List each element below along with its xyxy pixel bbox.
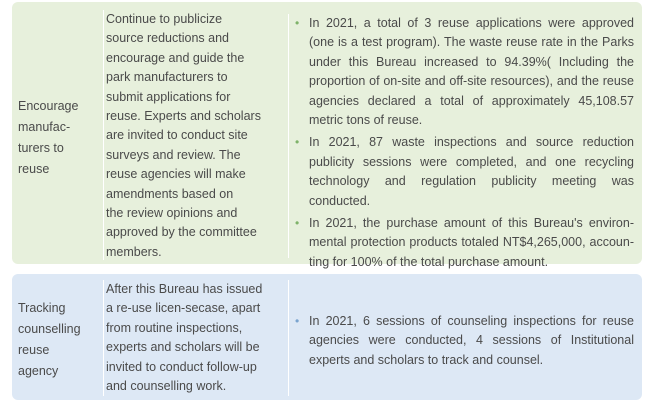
result-item: • In 2021, 87 waste inspections and sour… (289, 133, 634, 211)
description-line: experts and scholars will be (106, 340, 260, 355)
result-text: In 2021, a total of 3 reuse applications… (309, 16, 634, 128)
description-line: from routine inspections, (106, 320, 243, 335)
row-description: Continue to publicize source reductions … (103, 10, 282, 260)
description-line: encourage and guide the (106, 50, 245, 65)
description-line: and counselling work. (106, 379, 227, 394)
description-line: a re-use licen-secase, apart (106, 301, 261, 316)
description-line: amendments based on (106, 186, 234, 201)
description-line: are invited to conduct site (106, 128, 248, 143)
description-line: members. (106, 244, 162, 259)
row-description: After this Bureau has issued a re-use li… (103, 280, 282, 396)
result-text: In 2021, 87 waste inspections and source… (309, 135, 634, 208)
description-line: reuse. Experts and scholars (106, 109, 261, 124)
table-row-encourage-reuse: Encourage manufac- turers to reuse Conti… (12, 2, 642, 269)
description-line: park manufacturers to (106, 70, 228, 85)
description-line: invited to conduct follow-up (106, 359, 257, 374)
table-row-tracking-counselling: Tracking counselling reuse agency After … (12, 274, 642, 400)
label-line: agency (18, 364, 59, 378)
description-line: reuse agencies will make (106, 167, 246, 182)
bullet-dot-icon: • (295, 216, 300, 231)
label-line: manufac- (18, 120, 71, 134)
bullet-dot-icon: • (295, 314, 300, 328)
result-item: • In 2021, a total of 3 reuse applicatio… (289, 14, 634, 130)
bullet-dot-icon: • (295, 16, 300, 30)
description-line: the review opinions and (106, 206, 238, 221)
label-line: counselling (18, 322, 81, 336)
label-line: reuse (18, 162, 50, 176)
label-line: turers to (18, 141, 64, 155)
result-text: In 2021, 6 sessions of counseling inspec… (309, 314, 634, 367)
result-item: • In 2021, the purchase amount of this B… (289, 214, 634, 272)
description-line: source reductions and (106, 31, 229, 46)
row-label: Tracking counselling reuse agency (18, 298, 94, 382)
description-line: surveys and review. The (106, 147, 241, 162)
result-item: • In 2021, 6 sessions of counseling insp… (289, 312, 634, 370)
label-line: Encourage (18, 99, 79, 113)
bullet-dot-icon: • (295, 135, 300, 150)
result-text: In 2021, the purchase amount of this Bur… (309, 216, 634, 269)
description-line: approved by the committee (106, 225, 257, 240)
label-line: reuse (18, 343, 50, 357)
description-line: After this Bureau has issued (106, 282, 263, 296)
description-line: Continue to publicize (106, 12, 223, 26)
row-results: • In 2021, a total of 3 reuse applicatio… (288, 14, 634, 269)
description-line: submit applications for (106, 89, 231, 104)
row-label: Encourage manufac- turers to reuse (18, 96, 94, 180)
row-results: • In 2021, 6 sessions of counseling insp… (288, 280, 634, 396)
label-line: Tracking (18, 301, 66, 315)
